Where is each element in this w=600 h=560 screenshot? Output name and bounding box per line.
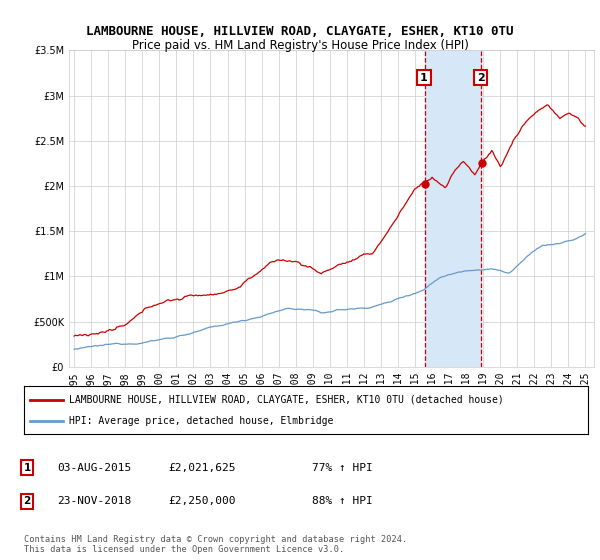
Text: LAMBOURNE HOUSE, HILLVIEW ROAD, CLAYGATE, ESHER, KT10 0TU (detached house): LAMBOURNE HOUSE, HILLVIEW ROAD, CLAYGATE… [69, 395, 504, 405]
Text: Price paid vs. HM Land Registry's House Price Index (HPI): Price paid vs. HM Land Registry's House … [131, 39, 469, 52]
Text: 2: 2 [23, 496, 31, 506]
Text: 1: 1 [23, 463, 31, 473]
Bar [425, 50, 481, 367]
Text: 2: 2 [477, 73, 485, 82]
Text: 77% ↑ HPI: 77% ↑ HPI [312, 463, 373, 473]
Text: Contains HM Land Registry data © Crown copyright and database right 2024.
This d: Contains HM Land Registry data © Crown c… [24, 535, 407, 554]
Text: 1: 1 [420, 73, 428, 82]
Text: 23-NOV-2018: 23-NOV-2018 [57, 496, 131, 506]
Text: 88% ↑ HPI: 88% ↑ HPI [312, 496, 373, 506]
Text: LAMBOURNE HOUSE, HILLVIEW ROAD, CLAYGATE, ESHER, KT10 0TU: LAMBOURNE HOUSE, HILLVIEW ROAD, CLAYGATE… [86, 25, 514, 38]
Text: £2,250,000: £2,250,000 [168, 496, 236, 506]
Text: 03-AUG-2015: 03-AUG-2015 [57, 463, 131, 473]
Text: £2,021,625: £2,021,625 [168, 463, 236, 473]
Text: HPI: Average price, detached house, Elmbridge: HPI: Average price, detached house, Elmb… [69, 416, 334, 426]
